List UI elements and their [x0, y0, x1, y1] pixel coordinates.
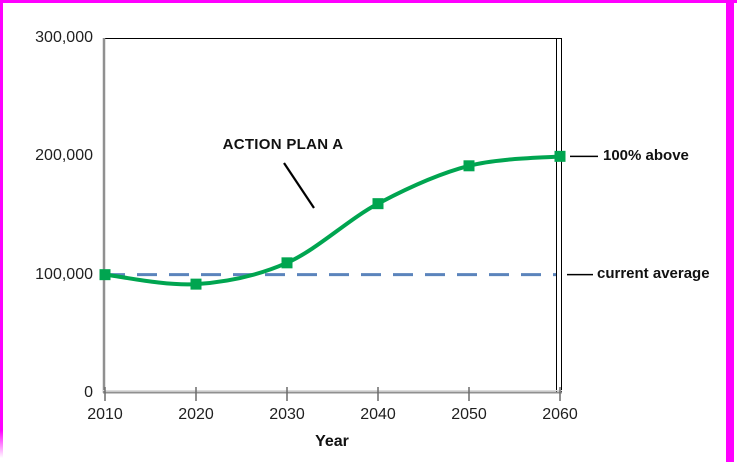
frame-border-right: [726, 0, 734, 462]
frame-border-top: [0, 0, 737, 3]
frame-border-left: [0, 0, 3, 458]
x-tick-label: 2060: [542, 406, 578, 423]
x-tick-label: 2020: [178, 406, 214, 423]
y-tick-label: 0: [84, 384, 93, 401]
y-tick-label: 300,000: [35, 29, 93, 46]
x-tick-label: 2050: [451, 406, 487, 423]
x-tick-label: 2030: [269, 406, 305, 423]
series-marker: [372, 198, 384, 210]
annotation-leader-line: [283, 162, 315, 209]
x-tick-label: 2040: [360, 406, 396, 423]
series-annotation-label: ACTION PLAN A: [222, 136, 344, 153]
series-marker: [554, 150, 566, 162]
endpoint-annotation-label: 100% above: [603, 147, 689, 164]
y-tick-label: 200,000: [35, 147, 93, 165]
y-tick-label: 100,000: [35, 265, 93, 283]
series-marker: [190, 278, 202, 290]
series-marker: [281, 257, 293, 269]
reference-line-label: current average: [597, 265, 710, 282]
x-tick-label: 2010: [87, 406, 123, 423]
series-marker: [463, 160, 475, 172]
x-axis-title: Year: [315, 433, 349, 450]
series-marker: [99, 269, 111, 281]
series-line: [103, 154, 562, 287]
